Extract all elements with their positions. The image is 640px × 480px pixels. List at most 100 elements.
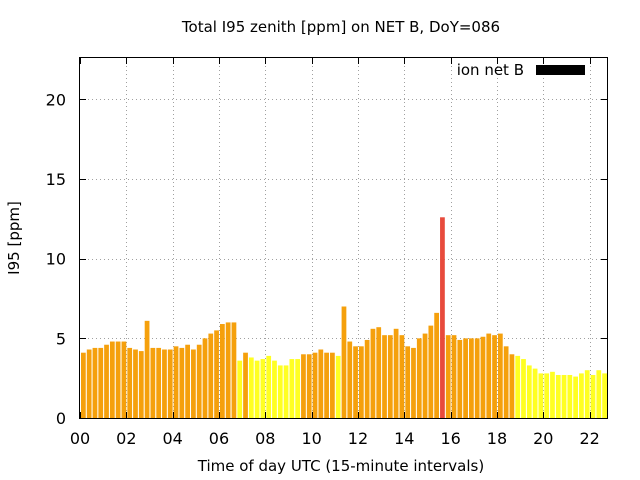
plot-frame bbox=[79, 57, 608, 419]
bar bbox=[318, 349, 324, 418]
x-tick-labels: 00 02 04 06 08 10 12 14 16 18 20 22 bbox=[70, 429, 600, 448]
bar bbox=[243, 352, 248, 418]
bar bbox=[191, 349, 196, 418]
bar bbox=[532, 368, 538, 418]
x-tick-label: 22 bbox=[579, 429, 599, 448]
bar bbox=[428, 325, 434, 418]
bar bbox=[416, 338, 422, 418]
bar bbox=[208, 333, 214, 418]
bar bbox=[335, 355, 341, 418]
legend: ion net B bbox=[457, 61, 585, 79]
legend-swatch bbox=[536, 65, 585, 75]
x-tick-label: 20 bbox=[533, 429, 553, 448]
bar bbox=[457, 339, 463, 418]
bar bbox=[109, 341, 115, 418]
bar bbox=[324, 352, 329, 418]
bar bbox=[590, 374, 596, 418]
x-tick-label: 02 bbox=[116, 429, 136, 448]
bar bbox=[353, 346, 358, 418]
bar bbox=[202, 338, 208, 418]
bar bbox=[544, 373, 550, 418]
bar bbox=[341, 306, 347, 418]
bar bbox=[399, 335, 405, 418]
bar bbox=[225, 322, 231, 418]
bar bbox=[237, 360, 243, 418]
bar bbox=[405, 346, 411, 418]
bar bbox=[283, 365, 289, 418]
bar bbox=[480, 336, 486, 418]
y-tick-labels: 0 5 10 15 20 bbox=[46, 90, 66, 428]
bar bbox=[370, 328, 376, 418]
bar bbox=[422, 333, 428, 418]
bar bbox=[509, 354, 515, 418]
bar bbox=[312, 352, 318, 418]
bar bbox=[573, 376, 578, 418]
bar bbox=[301, 354, 306, 418]
bar bbox=[393, 328, 399, 418]
x-tick-label: 08 bbox=[255, 429, 275, 448]
bar bbox=[144, 320, 150, 418]
bar bbox=[162, 349, 167, 418]
bar bbox=[486, 333, 492, 418]
bars bbox=[81, 217, 607, 418]
bar bbox=[538, 373, 544, 418]
y-tick-label: 5 bbox=[56, 329, 66, 348]
bar bbox=[526, 365, 532, 418]
bar bbox=[515, 355, 521, 418]
bar bbox=[550, 371, 555, 418]
bar bbox=[277, 365, 283, 418]
x-tick-label: 06 bbox=[209, 429, 229, 448]
bar bbox=[411, 347, 416, 418]
bar bbox=[156, 347, 162, 418]
bar bbox=[121, 341, 127, 418]
bar bbox=[289, 359, 295, 418]
bar bbox=[115, 341, 121, 418]
x-tick-label: 16 bbox=[440, 429, 460, 448]
y-tick-label: 10 bbox=[46, 250, 66, 269]
chart-title: Total I95 zenith [ppm] on NET B, DoY=086 bbox=[181, 18, 500, 36]
bar bbox=[133, 349, 138, 418]
bar bbox=[503, 346, 509, 418]
bar bbox=[260, 359, 266, 418]
y-tick-label: 20 bbox=[46, 90, 66, 109]
bar bbox=[150, 347, 156, 418]
bar bbox=[474, 338, 480, 418]
bar bbox=[492, 335, 497, 418]
bar bbox=[254, 360, 260, 418]
bar bbox=[358, 346, 364, 418]
bar bbox=[387, 335, 393, 418]
bar bbox=[179, 347, 185, 418]
bar bbox=[561, 374, 567, 418]
y-axis-label: I95 [ppm] bbox=[5, 201, 23, 275]
bar bbox=[196, 344, 202, 418]
bar bbox=[92, 347, 98, 418]
bar bbox=[584, 370, 590, 418]
bar bbox=[185, 344, 190, 418]
bar bbox=[272, 360, 277, 418]
bar bbox=[602, 373, 607, 418]
bar bbox=[104, 344, 109, 418]
bar bbox=[555, 374, 561, 418]
x-axis-label: Time of day UTC (15-minute intervals) bbox=[197, 457, 484, 475]
bar bbox=[214, 330, 219, 418]
bar bbox=[451, 335, 457, 418]
bar bbox=[463, 338, 468, 418]
bar bbox=[219, 324, 225, 418]
bar bbox=[469, 338, 474, 418]
bar bbox=[440, 217, 445, 418]
x-tick-label: 00 bbox=[70, 429, 90, 448]
x-tick-label: 14 bbox=[394, 429, 414, 448]
bar bbox=[579, 373, 584, 418]
bar bbox=[521, 359, 526, 418]
bar bbox=[364, 339, 370, 418]
bar bbox=[306, 354, 312, 418]
bar bbox=[231, 322, 237, 418]
bar bbox=[98, 347, 104, 418]
bar bbox=[497, 333, 503, 418]
bar bbox=[266, 355, 272, 418]
bar bbox=[330, 352, 335, 418]
bar bbox=[138, 351, 144, 418]
bar bbox=[434, 312, 440, 418]
x-tick-label: 10 bbox=[301, 429, 321, 448]
